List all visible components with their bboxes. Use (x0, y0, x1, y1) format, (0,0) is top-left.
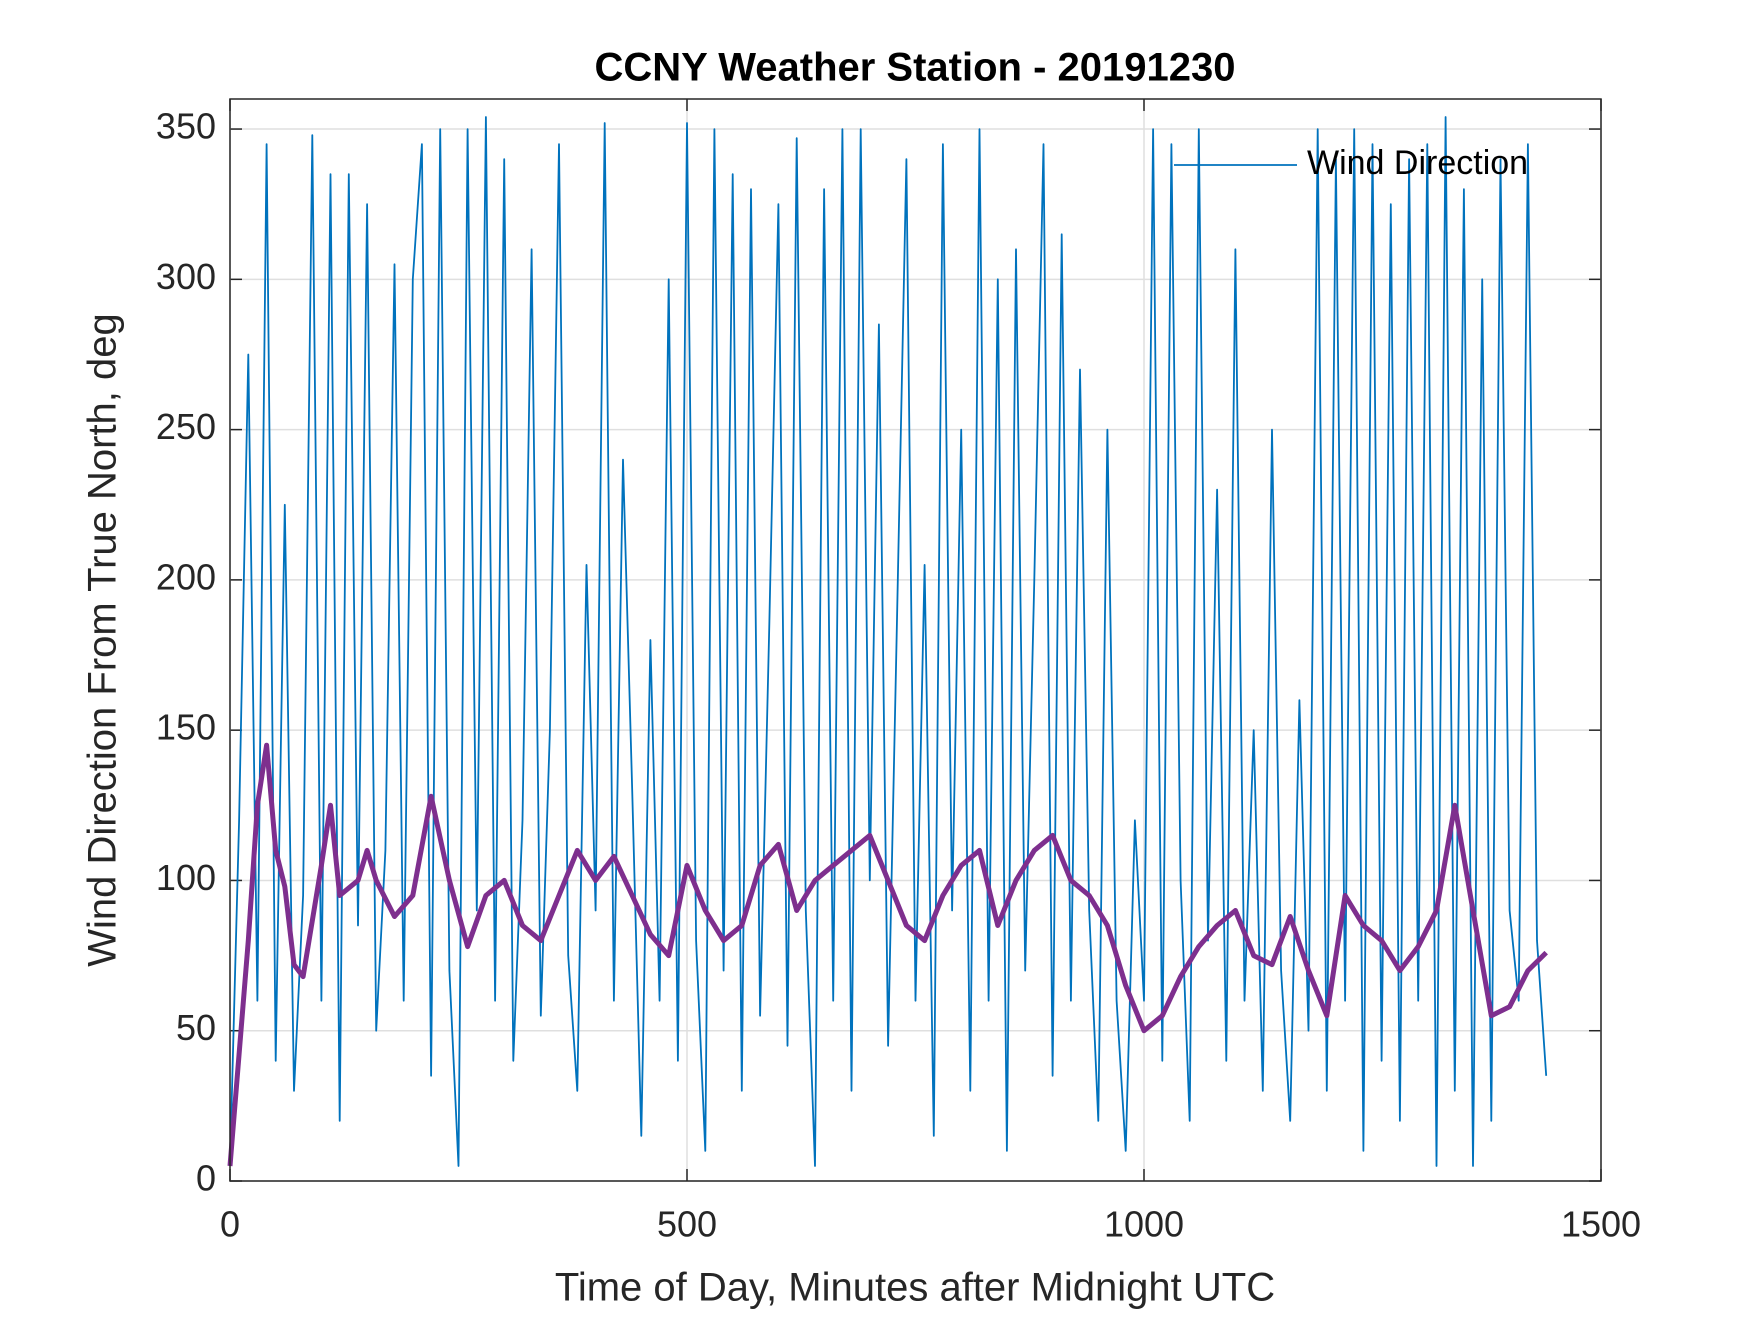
data-line (229, 116, 1548, 1167)
x-axis-label: Time of Day, Minutes after Midnight UTC (555, 1266, 1275, 1310)
x-tick-label: 1000 (1104, 1204, 1184, 1245)
y-tick-label: 350 (156, 106, 216, 147)
y-tick-label: 150 (156, 707, 216, 748)
y-tick-label: 200 (156, 556, 216, 597)
axes-box (229, 98, 1602, 1182)
y-tick-label: 100 (156, 857, 216, 898)
y-tick-label: 250 (156, 406, 216, 447)
legend-label: Wind Direction (1307, 144, 1528, 182)
data-line (227, 742, 1548, 1167)
y-tick-label: 0 (196, 1158, 216, 1199)
chart-title: CCNY Weather Station - 20191230 (595, 46, 1236, 90)
y-tick-label: 50 (176, 1007, 216, 1048)
y-axis-label: Wind Direction From True North, deg (81, 313, 125, 967)
x-tick-label: 500 (657, 1204, 717, 1245)
y-tick-label: 300 (156, 256, 216, 297)
x-tick-label: 0 (220, 1204, 240, 1245)
x-tick-label: 1500 (1561, 1204, 1641, 1245)
